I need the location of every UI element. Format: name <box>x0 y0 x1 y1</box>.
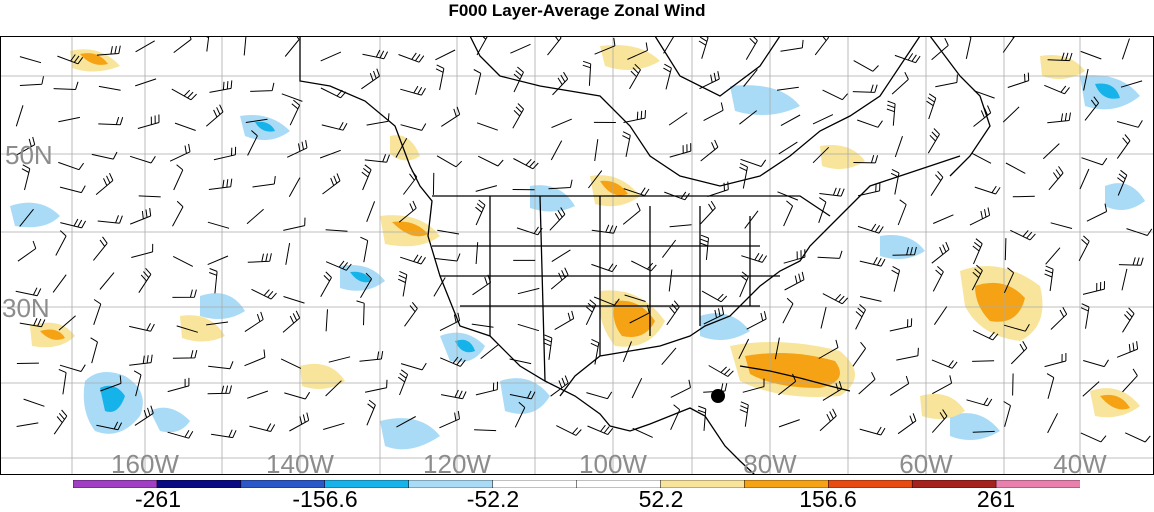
chart-title: F000 Layer-Average Zonal Wind <box>0 0 1154 24</box>
wind-barb <box>972 361 994 362</box>
colorbar-label-neg52: -52.2 <box>467 487 519 511</box>
lon-label-140w: 140W <box>266 449 334 475</box>
lat-label-30n: 30N <box>2 293 50 323</box>
colorbar-label-neg156: -156.6 <box>292 487 357 511</box>
lon-label-160w: 160W <box>111 449 179 475</box>
lat-label-50n: 50N <box>5 140 53 170</box>
colorbar-label-52: 52.2 <box>639 487 684 511</box>
wind-barb <box>1005 238 1006 260</box>
map-panel: 50N 30N 160W 140W 120W 100W 80W 60W 40W <box>0 36 1154 475</box>
colorbar-label-156: 156.6 <box>799 487 857 511</box>
colorbar-label-neg261: -261 <box>135 487 181 511</box>
lon-label-60w: 60W <box>899 449 953 475</box>
location-marker <box>711 389 725 403</box>
lon-label-40w: 40W <box>1053 449 1107 475</box>
map-background <box>0 36 1154 475</box>
lon-label-100w: 100W <box>579 449 647 475</box>
lon-label-80w: 80W <box>743 449 797 475</box>
colorbar <box>73 480 1080 488</box>
colorbar-label-261: 261 <box>977 487 1015 511</box>
wind-barb <box>1013 196 1035 197</box>
lon-label-120w: 120W <box>423 449 491 475</box>
wind-barb <box>1013 374 1014 396</box>
